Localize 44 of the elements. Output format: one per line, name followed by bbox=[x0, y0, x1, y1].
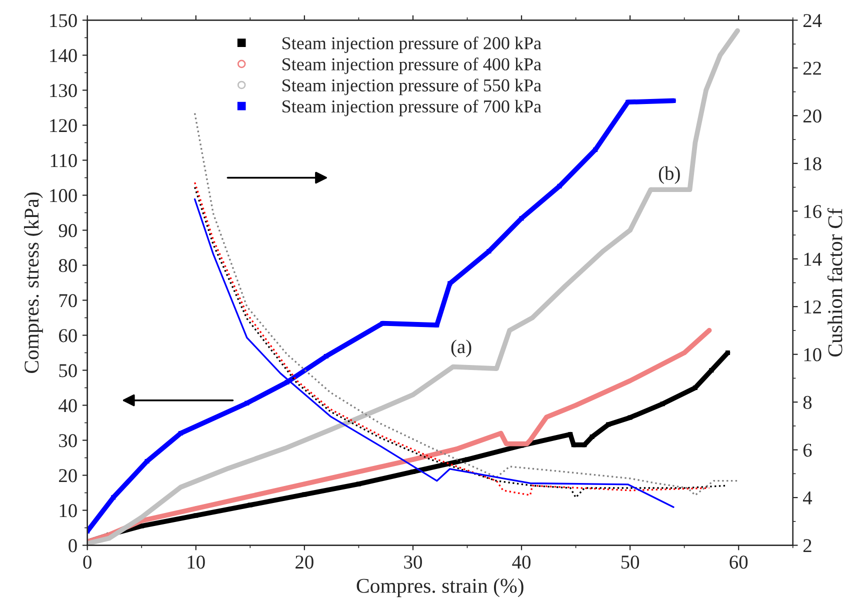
y2-tick-label: 10 bbox=[804, 348, 822, 362]
annotation: (a) bbox=[451, 340, 472, 358]
y2-tick-label: 16 bbox=[804, 205, 822, 218]
y-tick-label: 80 bbox=[58, 259, 77, 272]
y2-tick-label: 14 bbox=[804, 252, 822, 266]
x-tick-label: 60 bbox=[730, 556, 748, 569]
y-axis-title: Compres. stress (kPa) bbox=[24, 192, 43, 374]
y2-tick-label: 12 bbox=[804, 300, 821, 314]
y-tick-label: 90 bbox=[58, 224, 77, 238]
x-axis-title: Compres. strain (%) bbox=[356, 578, 524, 598]
y2-tick-label: 6 bbox=[803, 444, 812, 457]
y-tick-label: 0 bbox=[68, 539, 77, 552]
y-tick-label: 140 bbox=[50, 49, 77, 62]
y-tick-label: 120 bbox=[50, 119, 77, 132]
x-tick-label: 40 bbox=[512, 556, 530, 569]
y2-tick-label: 18 bbox=[804, 157, 822, 170]
y-tick-label: 110 bbox=[50, 154, 77, 168]
y2-tick-label: 8 bbox=[803, 396, 812, 410]
legend-label: Steam injection pressure of 200 kPa bbox=[282, 36, 542, 54]
y-tick-label: 10 bbox=[60, 504, 77, 518]
y2-axis-title: Cushion factor Cf bbox=[827, 208, 842, 357]
x-tick-label: 50 bbox=[621, 556, 640, 569]
x-tick-label: 10 bbox=[188, 556, 205, 569]
y2-tick-label: 20 bbox=[803, 109, 822, 123]
y-tick-label: 40 bbox=[58, 399, 77, 412]
legend-label: Steam injection pressure of 550 kPa bbox=[282, 78, 542, 96]
x-tick-label: 0 bbox=[83, 556, 92, 569]
y2-tick-label: 22 bbox=[803, 62, 821, 75]
x-tick-label: 30 bbox=[404, 556, 422, 569]
y-tick-label: 100 bbox=[50, 189, 77, 202]
y-tick-label: 50 bbox=[59, 364, 77, 378]
y-tick-label: 20 bbox=[59, 469, 77, 482]
y-tick-label: 150 bbox=[50, 14, 77, 28]
x-tick-label: 20 bbox=[296, 556, 314, 569]
y2-tick-label: 24 bbox=[803, 14, 822, 27]
y2-tick-label: 2 bbox=[803, 539, 812, 552]
legend-label: Steam injection pressure of 400 kPa bbox=[282, 58, 542, 74]
y-tick-label: 70 bbox=[59, 294, 77, 308]
y-tick-label: 60 bbox=[59, 329, 77, 342]
y-tick-label: 130 bbox=[50, 84, 77, 98]
legend-label: Steam injection pressure of 700 kPa bbox=[282, 100, 542, 116]
y2-tick-label: 4 bbox=[802, 492, 812, 504]
y-tick-label: 30 bbox=[59, 434, 77, 448]
annotation: (b) bbox=[658, 166, 680, 184]
